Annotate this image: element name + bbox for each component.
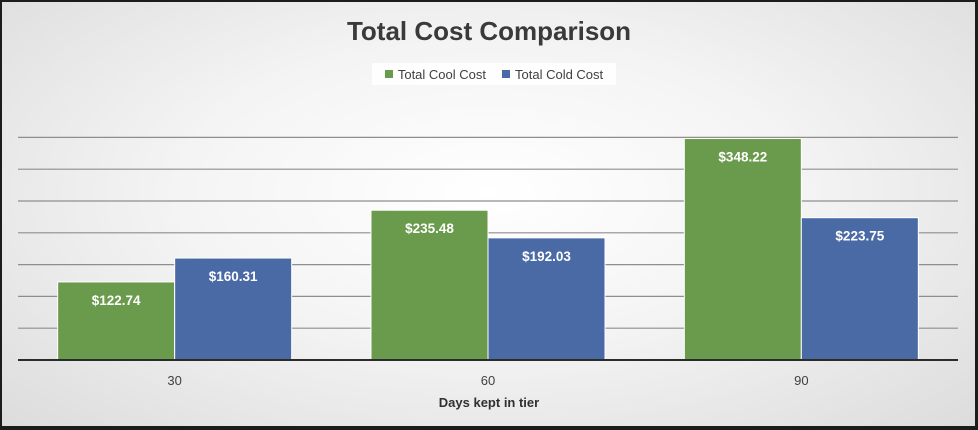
bar-cold-60	[487, 237, 606, 361]
legend-label-cool: Total Cool Cost	[397, 66, 486, 82]
legend-item-cool: Total Cool Cost	[384, 66, 486, 82]
chart-title: Total Cost Comparison	[346, 16, 632, 46]
legend-item-cold: Total Cold Cost	[502, 67, 603, 82]
data-label-cold-60: $192.03	[522, 249, 571, 264]
data-label-cold-30: $160.31	[209, 269, 258, 284]
data-label-cool-90: $348.22	[718, 150, 767, 165]
data-label-cold-90: $223.75	[835, 229, 884, 244]
x-axis-title: Days kept in tier	[438, 395, 540, 410]
bar-cold-90	[800, 217, 919, 361]
x-tick-label-60: 60	[481, 373, 495, 388]
bar-cold-30	[174, 257, 293, 361]
bar-cool-90	[683, 138, 802, 361]
legend-swatch-cold	[502, 70, 510, 78]
x-tick-label-90: 90	[794, 373, 808, 388]
bar-cool-60	[370, 209, 489, 361]
x-tick-label-30: 30	[167, 373, 181, 388]
data-label-cool-60: $235.48	[405, 221, 454, 236]
legend-swatch-cool	[384, 70, 393, 78]
legend-label-cold: Total Cold Cost	[515, 66, 604, 82]
data-label-cool-30: $122.74	[92, 293, 141, 308]
legend: Total Cool Cost Total Cold Cost	[372, 63, 616, 85]
